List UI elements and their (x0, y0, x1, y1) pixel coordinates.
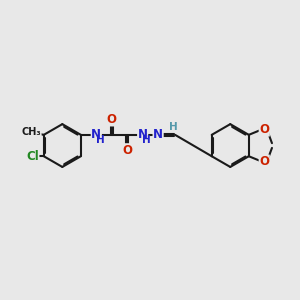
Text: O: O (122, 144, 132, 157)
Text: N: N (138, 128, 148, 141)
Text: H: H (96, 135, 104, 145)
Text: O: O (259, 155, 269, 168)
Text: Cl: Cl (26, 150, 39, 163)
Text: H: H (142, 135, 151, 145)
Text: N: N (91, 128, 101, 141)
Text: O: O (107, 113, 117, 126)
Text: CH₃: CH₃ (22, 127, 41, 137)
Text: H: H (169, 122, 177, 131)
Text: N: N (153, 128, 163, 141)
Text: O: O (259, 123, 269, 136)
